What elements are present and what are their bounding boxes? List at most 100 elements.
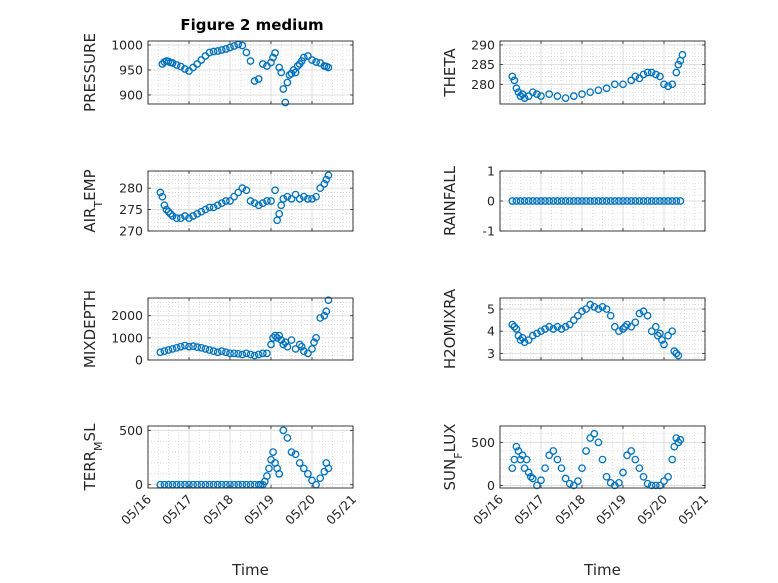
- data-point: [310, 338, 318, 347]
- data-point: [541, 464, 549, 473]
- data-point: [537, 476, 545, 485]
- data-point: [172, 214, 181, 222]
- data-point: [578, 90, 586, 99]
- data-point: [574, 477, 582, 485]
- data-point: [209, 203, 218, 212]
- data-point: [651, 197, 660, 205]
- y-axis-label-tail: EMP: [81, 169, 99, 200]
- data-point: [168, 345, 177, 353]
- data-point: [639, 472, 648, 481]
- data-point: [324, 63, 333, 72]
- data-point: [678, 50, 687, 59]
- data-point: [578, 307, 586, 316]
- data-point: [205, 48, 214, 57]
- data-point: [651, 481, 660, 490]
- subplot-6: 3 4 5 H2OMIXRA: [441, 288, 706, 369]
- data-point: [250, 199, 259, 207]
- data-point: [254, 201, 263, 210]
- data-point: [304, 470, 312, 478]
- data-point: [520, 464, 529, 473]
- data-point: [631, 455, 640, 464]
- data-point: [213, 201, 222, 210]
- data-point: [205, 346, 214, 354]
- y-axis-label: PRESSURE: [81, 33, 99, 112]
- data-point: [520, 197, 529, 205]
- y-tick-label: 500: [471, 435, 495, 450]
- data-point: [263, 349, 271, 358]
- x-axis-label: Time: [231, 561, 269, 579]
- data-point: [676, 435, 685, 444]
- axes-box: [147, 425, 354, 489]
- data-point: [164, 346, 173, 354]
- data-point: [586, 197, 595, 205]
- data-point: [279, 340, 288, 349]
- data-point: [297, 342, 306, 351]
- data-point: [222, 348, 230, 357]
- data-point: [557, 325, 566, 333]
- data-point: [660, 477, 668, 485]
- data-point: [594, 305, 603, 313]
- data-point: [295, 340, 304, 349]
- y-axis-label-main: PRESSURE: [81, 33, 99, 112]
- data-point: [269, 448, 277, 456]
- data-point: [265, 464, 273, 473]
- data-point: [594, 197, 603, 205]
- data-point: [324, 296, 333, 305]
- data-point: [291, 450, 300, 459]
- data-point: [594, 86, 603, 95]
- data-point: [185, 342, 193, 351]
- data-point: [275, 470, 284, 478]
- y-tick-label: 3: [487, 346, 495, 361]
- data-point: [549, 325, 558, 333]
- data-point: [561, 474, 570, 483]
- y-axis-label-main: THETA: [441, 48, 459, 98]
- data-point: [668, 327, 677, 336]
- y-axis-label-main: MIXDEPTH: [81, 290, 99, 368]
- y-axis-label-main: SUN: [441, 459, 459, 491]
- data-point: [553, 92, 562, 100]
- data-point: [631, 72, 640, 81]
- y-axis-label: SUNFLUX: [441, 424, 465, 491]
- data-point: [185, 214, 193, 222]
- data-point: [181, 65, 189, 73]
- data-point: [514, 447, 523, 455]
- data-point: [160, 347, 169, 355]
- y-axis-label-tail: LUX: [441, 424, 459, 453]
- data-point: [594, 438, 603, 447]
- data-point: [226, 43, 234, 52]
- data-point: [201, 205, 210, 214]
- data-point: [316, 184, 325, 192]
- y-tick-label: 0: [135, 477, 143, 492]
- data-point: [660, 80, 668, 89]
- data-point: [508, 197, 517, 205]
- data-point: [226, 349, 234, 358]
- y-axis-label: MIXDEPTH: [81, 290, 99, 368]
- data-point: [668, 80, 677, 89]
- data-point: [230, 349, 238, 358]
- data-point: [524, 336, 533, 344]
- data-point: [283, 342, 292, 351]
- data-point: [189, 342, 197, 351]
- y-axis-label: H2OMIXRA: [441, 288, 459, 369]
- x-tick-label: 05/19: [593, 491, 629, 527]
- data-point: [619, 325, 627, 333]
- axes-box: [499, 425, 706, 489]
- axes-box: [147, 40, 354, 105]
- y-axis-label-main: AIR: [81, 208, 99, 233]
- data-point: [602, 197, 611, 205]
- data-point: [512, 197, 521, 205]
- y-tick-label: 0: [487, 478, 495, 493]
- data-point: [193, 343, 202, 352]
- data-point: [541, 197, 549, 205]
- data-point: [269, 53, 277, 62]
- data-point: [647, 197, 656, 205]
- data-point: [267, 340, 275, 349]
- data-point: [635, 309, 644, 318]
- y-axis-label: RAINFALL: [441, 165, 459, 236]
- data-point: [643, 311, 652, 320]
- data-point: [569, 197, 578, 205]
- data-point: [664, 331, 672, 340]
- data-point: [263, 472, 271, 480]
- data-point: [639, 307, 648, 316]
- data-point: [578, 197, 586, 205]
